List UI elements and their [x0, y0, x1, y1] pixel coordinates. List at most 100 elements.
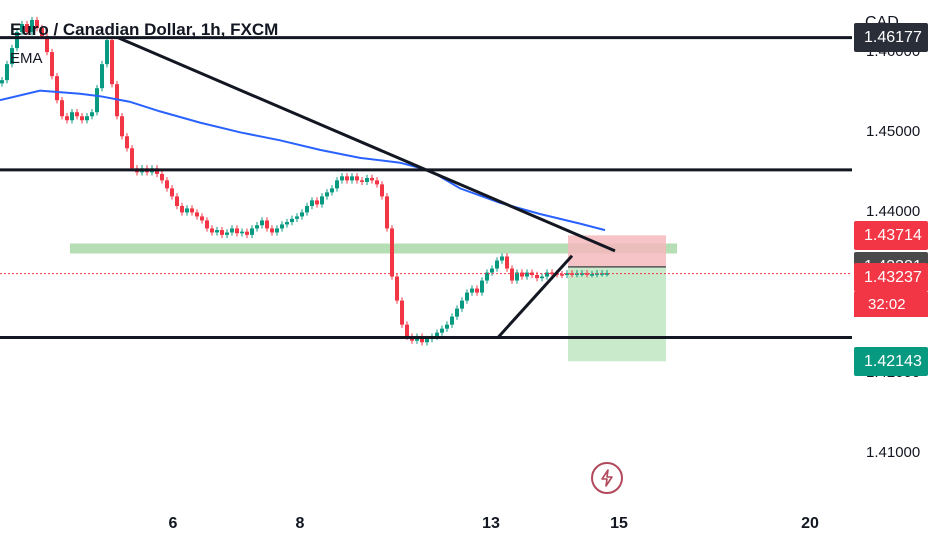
risk-box: [568, 235, 666, 267]
candle-body: [455, 308, 459, 317]
candle-body: [40, 28, 44, 37]
candle-body: [255, 225, 259, 229]
candle-body: [35, 20, 39, 29]
candle-body: [235, 228, 239, 234]
candle-body: [395, 276, 399, 301]
candle-body: [205, 220, 209, 229]
candle-body: [600, 273, 604, 275]
candle-body: [470, 288, 474, 293]
y-tick-label: 1.44000: [866, 203, 921, 221]
candle-body: [250, 228, 254, 235]
candle-body: [65, 116, 69, 121]
candle-body: [245, 231, 249, 235]
candle-body: [130, 148, 134, 169]
candle-body: [385, 196, 389, 229]
candle-body: [295, 216, 299, 219]
candle-body: [460, 300, 464, 309]
candle-body: [435, 332, 439, 337]
candle-body: [190, 208, 194, 213]
candle-body: [585, 273, 589, 275]
candle-body: [465, 292, 469, 301]
candle-body: [80, 116, 84, 121]
candle-body: [175, 196, 179, 207]
candle-body: [310, 200, 314, 207]
candle-body: [400, 300, 404, 325]
candle-body: [350, 176, 354, 181]
bar-countdown: 32:02: [854, 291, 928, 317]
candle-body: [85, 116, 89, 121]
candle-body: [305, 206, 309, 213]
x-tick-label: 6: [168, 515, 178, 532]
candle-body: [515, 272, 519, 281]
x-tick-label: 8: [295, 515, 305, 532]
candle-body: [195, 212, 199, 217]
candle-body: [575, 273, 579, 275]
candle-body: [100, 64, 104, 89]
candle-body: [120, 116, 124, 137]
candle-body: [210, 228, 214, 233]
candle-body: [525, 272, 529, 277]
candle-body: [260, 220, 264, 226]
candle-body: [240, 231, 244, 234]
candle-body: [25, 24, 29, 33]
candle-body: [30, 20, 34, 33]
resistance-price-tag: 1.46177: [854, 23, 928, 53]
candle-body: [50, 52, 54, 77]
candle-body: [420, 336, 424, 343]
candle-body: [160, 173, 164, 181]
candle-body: [200, 216, 204, 221]
last-price-tag: 1.43237: [854, 263, 928, 293]
candle-body: [405, 324, 409, 337]
candle-body: [540, 276, 544, 279]
chart-title: Euro / Canadian Dollar, 1h, FXCM: [10, 20, 279, 39]
candle-body: [90, 112, 94, 117]
candle-body: [15, 32, 19, 49]
candle-body: [560, 274, 564, 276]
candle-body: [180, 206, 184, 213]
candle-body: [320, 196, 324, 205]
ema-legend[interactable]: EMA: [10, 50, 43, 67]
candle-body: [75, 112, 79, 117]
candle-body: [440, 328, 444, 333]
candle-body: [105, 40, 109, 65]
candle-body: [215, 230, 219, 233]
candle-body: [490, 268, 494, 273]
candle-body: [365, 177, 369, 182]
candle-body: [510, 268, 514, 281]
candle-body: [285, 222, 289, 225]
lightning-icon[interactable]: [591, 462, 623, 494]
candle-body: [480, 280, 484, 293]
candle-body: [230, 228, 234, 233]
y-tick-label: 1.41000: [866, 443, 921, 461]
x-tick-label: 13: [482, 515, 500, 532]
candle-body: [495, 260, 499, 269]
candle-body: [325, 192, 329, 197]
candle-body: [220, 230, 224, 235]
candle-body: [165, 180, 169, 189]
candle-body: [55, 76, 59, 101]
candle-body: [520, 272, 524, 277]
candle-body: [335, 180, 339, 189]
candle-body: [425, 339, 429, 343]
candle-body: [580, 273, 584, 275]
candle-body: [280, 224, 284, 229]
down-trend-line: [117, 36, 616, 253]
y-tick-label: 1.45000: [866, 123, 921, 141]
candle-body: [505, 256, 509, 269]
candle-body: [380, 184, 384, 197]
candle-body: [500, 256, 504, 261]
candle-body: [360, 180, 364, 182]
candle-body: [265, 220, 269, 229]
candle-body: [0, 80, 4, 84]
candle-body: [370, 177, 374, 181]
candle-body: [170, 188, 174, 197]
candle-body: [45, 36, 49, 53]
candle-body: [110, 40, 114, 85]
candle-body: [375, 180, 379, 185]
candle-body: [595, 273, 599, 275]
candle-body: [390, 228, 394, 277]
candle-body: [70, 112, 74, 121]
candle-body: [10, 48, 14, 65]
candle-body: [345, 176, 349, 181]
